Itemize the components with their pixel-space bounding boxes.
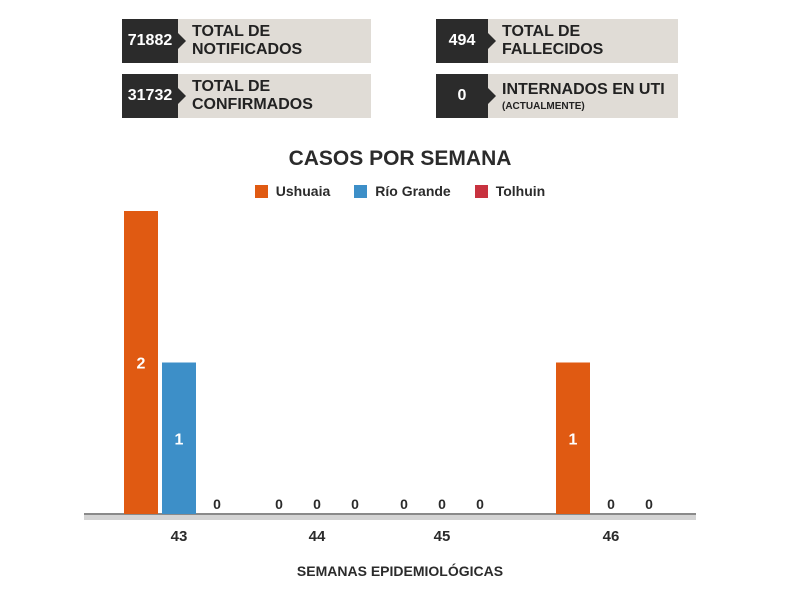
stat-value: 31732	[122, 74, 186, 118]
legend-item-ushuaia: Ushuaia	[254, 183, 331, 199]
chart-legend: Ushuaia Río Grande Tolhuin	[0, 183, 800, 199]
legend-label: Río Grande	[375, 183, 451, 199]
legend-item-tolhuin: Tolhuin	[474, 183, 546, 199]
stat-label-box: TOTAL DE CONFIRMADOS	[178, 74, 371, 118]
data-label: 0	[438, 496, 446, 512]
legend-item-rio-grande: Río Grande	[354, 183, 451, 199]
stat-sublabel: (ACTUALMENTE)	[502, 100, 585, 112]
stat-value: 494	[436, 19, 496, 63]
data-label: 2	[137, 356, 146, 373]
legend-swatch	[354, 184, 368, 198]
legend-label: Ushuaia	[275, 183, 331, 199]
data-label: 1	[175, 431, 184, 448]
legend-swatch	[474, 184, 488, 198]
legend-swatch	[254, 184, 268, 198]
legend-label: Tolhuin	[495, 183, 546, 199]
stat-label: TOTAL DE FALLECIDOS	[502, 23, 604, 58]
stat-label: TOTAL DE CONFIRMADOS	[192, 78, 313, 113]
data-label: 0	[351, 496, 359, 512]
stat-label-box: TOTAL DE NOTIFICADOS	[178, 19, 371, 63]
data-label: 0	[313, 496, 321, 512]
stat-notificados: 71882 TOTAL DE NOTIFICADOS	[122, 19, 371, 63]
data-label: 0	[213, 496, 221, 512]
stat-label: INTERNADOS EN UTI	[502, 80, 665, 98]
stat-uti: 0 INTERNADOS EN UTI (ACTUALMENTE)	[436, 74, 678, 118]
data-label: 0	[645, 496, 653, 512]
stat-value: 71882	[122, 19, 186, 63]
data-label: 0	[476, 496, 484, 512]
x-tick-label: 43	[171, 528, 188, 545]
stat-label: TOTAL DE NOTIFICADOS	[192, 23, 303, 58]
bar	[124, 211, 158, 514]
x-tick-label: 44	[309, 528, 326, 545]
stat-label-box: INTERNADOS EN UTI (ACTUALMENTE)	[488, 74, 678, 118]
axis-shadow	[84, 515, 696, 520]
bar	[162, 362, 196, 514]
data-label: 0	[275, 496, 283, 512]
data-label: 0	[607, 496, 615, 512]
x-axis-title: SEMANAS EPIDEMIOLÓGICAS	[296, 563, 504, 579]
x-tick-label: 45	[434, 528, 451, 545]
stat-fallecidos: 494 TOTAL DE FALLECIDOS	[436, 19, 678, 63]
stat-label-box: TOTAL DE FALLECIDOS	[488, 19, 678, 63]
x-tick-label: 46	[603, 528, 620, 545]
chart-title: CASOS POR SEMANA	[288, 147, 512, 170]
stat-confirmados: 31732 TOTAL DE CONFIRMADOS	[122, 74, 371, 118]
bar	[556, 362, 590, 514]
data-label: 1	[569, 431, 578, 448]
stat-value: 0	[436, 74, 496, 118]
data-label: 0	[400, 496, 408, 512]
